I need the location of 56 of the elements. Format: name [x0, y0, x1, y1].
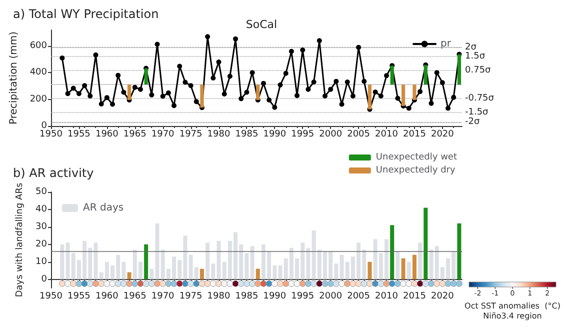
x-tick-label: 1990: [263, 292, 286, 302]
y-tick-label: 20: [36, 239, 48, 250]
x-tick-label: 1995: [291, 292, 314, 302]
y-tick-label: 30: [36, 222, 48, 232]
x-tick-label: 2020: [430, 130, 454, 140]
x-tick-label: 1970: [151, 130, 175, 140]
x-tick-label: 1970: [151, 292, 175, 302]
x-tick-label: 2005: [347, 130, 370, 140]
legend-label: pr: [440, 38, 452, 50]
y-tick-label: 10: [36, 256, 48, 267]
x-tick-label: 2015: [403, 130, 426, 140]
y-tick-label: 400: [30, 68, 48, 78]
x-tick-label: 2015: [403, 292, 426, 302]
x-tick-label: 1955: [68, 130, 90, 140]
x-tick-label: 1955: [68, 292, 90, 302]
x-tick-label: 2000: [319, 130, 342, 140]
x-tick-label: 1965: [123, 292, 146, 302]
x-tick-label: 2005: [347, 292, 370, 302]
y-tick-label: 0: [41, 121, 48, 131]
y-tick-label: 0: [41, 274, 48, 284]
legend-label: AR days: [83, 202, 124, 214]
ref-line-label: -1.5σ: [465, 108, 489, 118]
x-tick-label: 1950: [40, 130, 63, 140]
x-tick-label: 1950: [40, 292, 63, 302]
x-tick-label: 1975: [179, 292, 202, 302]
ref-line-label: -0.75σ: [465, 94, 494, 104]
x-tick-label: 2010: [375, 130, 398, 140]
ref-line-label: 1.5σ: [465, 52, 486, 62]
x-tick-label: 1980: [207, 292, 230, 302]
x-tick-label: 1960: [95, 130, 119, 140]
chart-title: b) AR activity: [13, 166, 94, 180]
y-axis-title: Precipitation (mm): [8, 31, 20, 124]
x-tick-label: 1980: [207, 130, 230, 140]
y-tick-label: 40: [36, 204, 48, 214]
y-tick-label: 50: [36, 187, 48, 197]
x-tick-label: 1995: [291, 130, 314, 140]
x-tick-label: 1975: [179, 130, 202, 140]
legend-label: Unexpectedly dry: [376, 166, 456, 176]
color-bar-title: Oct SST anomalies (°C) Niño3.4 region: [464, 302, 560, 320]
ref-line-label: 0.75σ: [465, 66, 492, 76]
ref-line-label: -2σ: [465, 117, 480, 127]
x-tick-label: 1985: [235, 292, 258, 302]
x-tick-label: 2010: [375, 292, 398, 302]
x-tick-label: 2000: [319, 292, 342, 302]
legend-label: Unexpectedly wet: [376, 152, 458, 162]
chart-subtitle: SoCal: [246, 18, 278, 31]
chart-title: a) Total WY Precipitation: [13, 7, 159, 21]
x-tick-label: 2020: [430, 292, 454, 302]
ref-line-label: 2σ: [465, 42, 477, 52]
x-tick-label: 1965: [123, 130, 146, 140]
x-tick-label: 1990: [263, 130, 286, 140]
y-axis-title: Days with landfalling ARs: [15, 182, 26, 298]
x-tick-label: 1985: [235, 130, 258, 140]
x-tick-label: 1960: [95, 292, 119, 302]
y-tick-label: 600: [30, 41, 48, 51]
y-tick-label: 200: [30, 94, 48, 104]
